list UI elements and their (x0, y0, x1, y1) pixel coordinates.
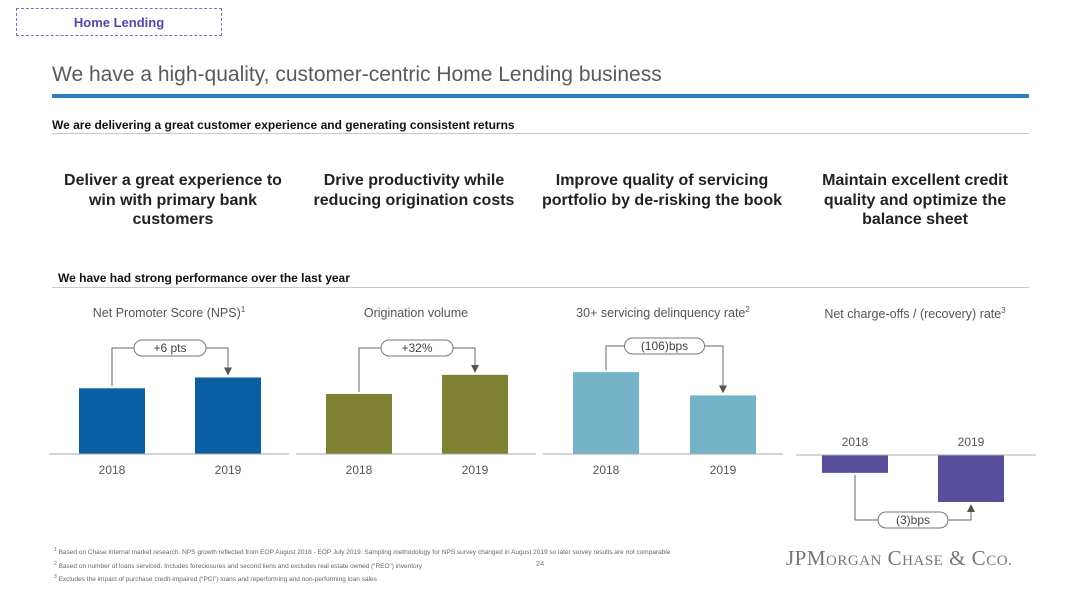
callout-pill-nps (133, 339, 207, 357)
bar-delinquency-2019 (690, 395, 756, 454)
x-label-nps-2019: 2019 (215, 463, 242, 477)
x-label-delinquency-2019: 2019 (710, 463, 737, 477)
x-label-origination-2019: 2019 (462, 463, 489, 477)
callout-text-nps: +6 pts (153, 341, 186, 355)
callout-pill-delinquency (624, 337, 705, 355)
jpmorgan-chase-logo: JPMORGAN CHASE & CCO. (786, 546, 1013, 570)
page-number: 24 (536, 559, 545, 568)
subheading-performance: We have had strong performance over the … (58, 271, 350, 285)
pillar-productivity: Drive productivity while reducing origin… (313, 172, 515, 209)
callout-text-origination: +32% (401, 341, 432, 355)
chart-title-net-charge-offs: Net charge-offs / (recovery) rate3 (824, 306, 1006, 322)
footnote-1: 1 Based on Chase internal market researc… (54, 547, 671, 557)
callout-line-origination (358, 347, 381, 392)
callout-arrow-delinquency (704, 345, 727, 394)
bar-origination-2018 (326, 393, 392, 454)
chart-title-delinquency: 30+ servicing delinquency rate2 (576, 305, 750, 321)
bar-delinquency-2018 (573, 372, 639, 454)
pillar-credit-quality: Maintain excellent credit quality and op… (822, 172, 1008, 228)
subheading-rule (52, 133, 1029, 134)
subheading-experience: We are delivering a great customer exper… (52, 118, 515, 132)
callout-text-delinquency: (106)bps (641, 339, 688, 353)
title-rule (52, 94, 1029, 98)
footnote-3: 3 Excludes the impact of purchase credit… (54, 574, 377, 584)
bar-net-charge-offs-2019 (938, 455, 1004, 502)
callout-line-delinquency (605, 345, 625, 371)
x-label-nps-2018: 2018 (99, 463, 126, 477)
callout-arrow-nps (206, 347, 232, 376)
chart-title-origination: Origination volume (363, 306, 469, 321)
callout-line-net-charge-offs (854, 474, 878, 521)
x-label-net-charge-offs-2018: 2018 (842, 435, 869, 449)
pillar-customer-experience: Deliver a great experience to win with p… (64, 172, 282, 228)
chart-title-nps: Net Promoter Score (NPS)1 (92, 305, 246, 321)
callout-pill-net-charge-offs (877, 511, 949, 529)
x-label-origination-2018: 2018 (346, 463, 373, 477)
callout-line-nps (111, 347, 134, 387)
callout-pill-origination (380, 339, 454, 357)
footnotes: 1 Based on Chase internal market researc… (54, 545, 670, 586)
x-label-net-charge-offs-2019: 2019 (958, 435, 985, 449)
section-tag: Home Lending (16, 8, 222, 36)
callout-arrow-origination (453, 347, 479, 373)
bar-net-charge-offs-2018 (822, 455, 888, 473)
bar-nps-2019 (195, 377, 261, 454)
callout-text-net-charge-offs: (3)bps (896, 513, 930, 527)
callout-arrow-net-charge-offs (948, 504, 975, 521)
footnote-2: 2 Based on number of loans serviced. Inc… (54, 560, 423, 570)
bar-nps-2018 (79, 388, 145, 454)
bar-origination-2019 (442, 374, 508, 454)
page-title: We have a high-quality, customer-centric… (52, 63, 662, 86)
pillar-servicing-quality: Improve quality of servicing portfolio b… (542, 172, 782, 209)
performance-rule (52, 287, 1029, 288)
x-label-delinquency-2018: 2018 (593, 463, 620, 477)
